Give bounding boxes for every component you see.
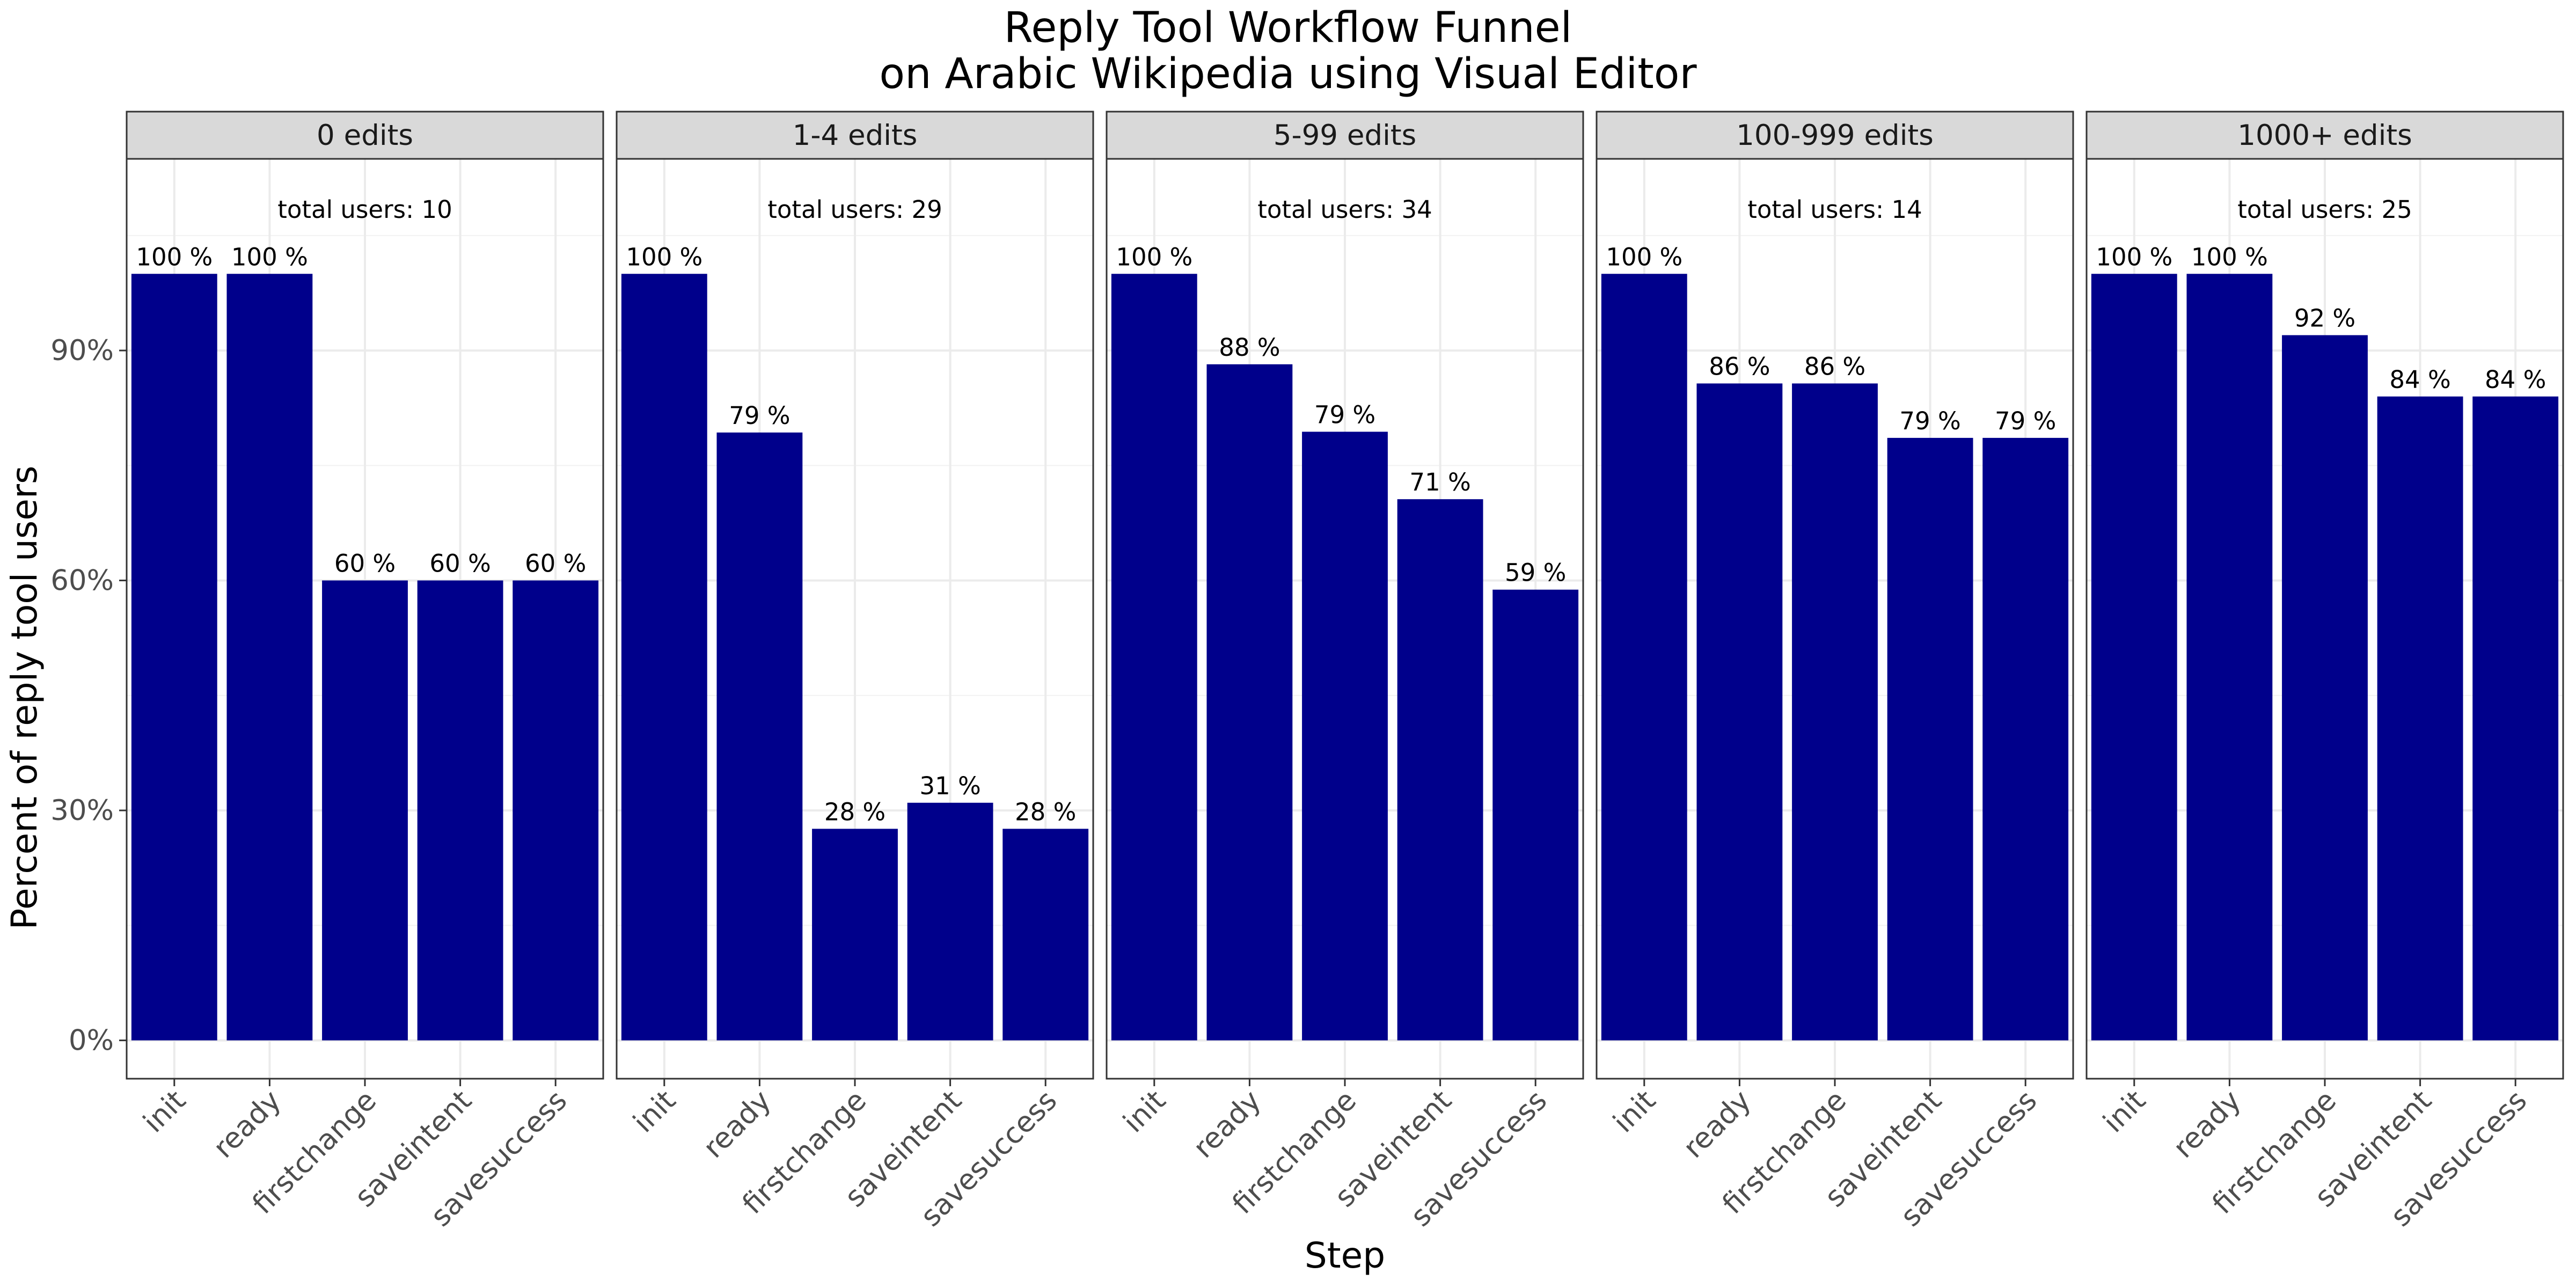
bar-value-label: 100 % [2096, 243, 2172, 271]
bar-value-label: 100 % [1116, 243, 1192, 271]
bar [2472, 396, 2559, 1041]
y-axis-title: Percent of reply tool users [4, 466, 45, 930]
bar [417, 580, 503, 1041]
bar-value-label: 31 % [919, 772, 980, 800]
total-users-label: total users: 10 [277, 195, 452, 224]
facet-panel: 100 % 86 % 86 % 79 % 79 % total users: 14 100-… [1596, 111, 2074, 1233]
bar [621, 274, 707, 1041]
x-tick-label: init [627, 1084, 682, 1139]
bar-value-label: 60 % [334, 550, 396, 578]
bar-value-label: 79 % [1995, 407, 2056, 435]
bar-value-label: 86 % [1804, 353, 1865, 381]
bar [226, 274, 313, 1041]
facet-panel: 100 % 88 % 79 % 71 % 59 % total users: 34 5-99… [1106, 111, 1584, 1233]
facet-strip [126, 111, 604, 160]
bar [2186, 274, 2273, 1041]
bar-value-label: 84 % [2485, 365, 2546, 394]
facet-strip-label: 1000+ edits [2237, 119, 2412, 152]
facet-panel: 100 % 79 % 28 % 31 % 28 % total users: 29 1-4 … [616, 111, 1094, 1233]
y-tick-label: 30% [50, 794, 114, 827]
bar [131, 274, 217, 1041]
bar [1492, 589, 1579, 1041]
x-tick-label: init [2097, 1084, 2152, 1139]
facet-strip [616, 111, 1094, 160]
bar [1002, 829, 1089, 1041]
x-tick-label: ready [1187, 1084, 1268, 1165]
bar-value-label: 100 % [231, 243, 308, 271]
bar-value-label: 86 % [1709, 353, 1770, 381]
bar-value-label: 88 % [1219, 333, 1280, 362]
x-tick-label: ready [207, 1084, 288, 1165]
bar-value-label: 60 % [429, 550, 491, 578]
x-tick-label: init [137, 1084, 192, 1139]
x-tick-label: init [1607, 1084, 1662, 1139]
facet-strip-label: 0 edits [317, 119, 413, 152]
y-tick-label: 0% [69, 1024, 114, 1057]
total-users-label: total users: 25 [2237, 195, 2412, 224]
bar-value-label: 84 % [2389, 365, 2450, 394]
x-tick-label: ready [2167, 1084, 2248, 1165]
bar [1792, 383, 1878, 1041]
bar [513, 580, 599, 1041]
y-tick-label: 60% [50, 565, 114, 597]
facet-strip-label: 5-99 edits [1274, 119, 1417, 152]
bar [1982, 437, 2069, 1041]
total-users-label: total users: 29 [767, 195, 942, 224]
bar [1696, 383, 1783, 1041]
bar-value-label: 28 % [824, 797, 885, 826]
x-tick-label: ready [1677, 1084, 1758, 1165]
total-users-label: total users: 14 [1747, 195, 1922, 224]
x-tick-label: ready [697, 1084, 778, 1165]
bar [1397, 499, 1483, 1041]
bar-value-label: 100 % [626, 243, 702, 271]
total-users-label: total users: 34 [1257, 195, 1432, 224]
bar-value-label: 59 % [1505, 559, 1566, 587]
bar [322, 580, 408, 1041]
y-tick-label: 90% [50, 334, 114, 367]
bar-value-label: 79 % [729, 401, 790, 430]
chart-title-line-2: on Arabic Wikipedia using Visual Editor [879, 50, 1697, 98]
bar [812, 829, 898, 1041]
bar-value-label: 100 % [1606, 243, 1682, 271]
bar [2377, 396, 2463, 1041]
bar [1206, 364, 1293, 1041]
bar [1111, 274, 1197, 1041]
bar [2282, 335, 2368, 1041]
bar [907, 802, 993, 1041]
facet-panel: 100 % 100 % 92 % 84 % 84 % total users: 25 100… [2085, 111, 2564, 1233]
bar [1601, 274, 1687, 1041]
bar-value-label: 100 % [2191, 243, 2268, 271]
bar-value-label: 79 % [1899, 407, 1960, 435]
bar-value-label: 71 % [1409, 468, 1470, 496]
y-axis: 0% 30% 60% 90% [50, 334, 127, 1057]
bar [1302, 431, 1388, 1041]
facet-strip [1596, 111, 2074, 160]
bar [1887, 437, 1973, 1041]
chart-title-line-1: Reply Tool Workflow Funnel [1004, 4, 1572, 52]
bar-value-label: 79 % [1314, 400, 1375, 429]
facet-strip-label: 1-4 edits [793, 119, 918, 152]
facet-strip [2085, 111, 2564, 160]
bar-value-label: 92 % [2294, 304, 2355, 333]
facet-strip [1106, 111, 1584, 160]
facet-panels: 100 % 100 % 60 % 60 % 60 % total users: 10 0 e… [126, 111, 2564, 1233]
bar [716, 432, 803, 1041]
bar-value-label: 28 % [1015, 797, 1076, 826]
facet-panel: 100 % 100 % 60 % 60 % 60 % total users: 10 0 e… [126, 111, 604, 1233]
bar-value-label: 60 % [525, 550, 586, 578]
x-tick-label: init [1117, 1084, 1172, 1139]
bar [2091, 274, 2177, 1041]
facet-strip-label: 100-999 edits [1736, 119, 1934, 152]
x-axis-title: Step [1305, 1235, 1385, 1276]
bar-value-label: 100 % [136, 243, 213, 271]
